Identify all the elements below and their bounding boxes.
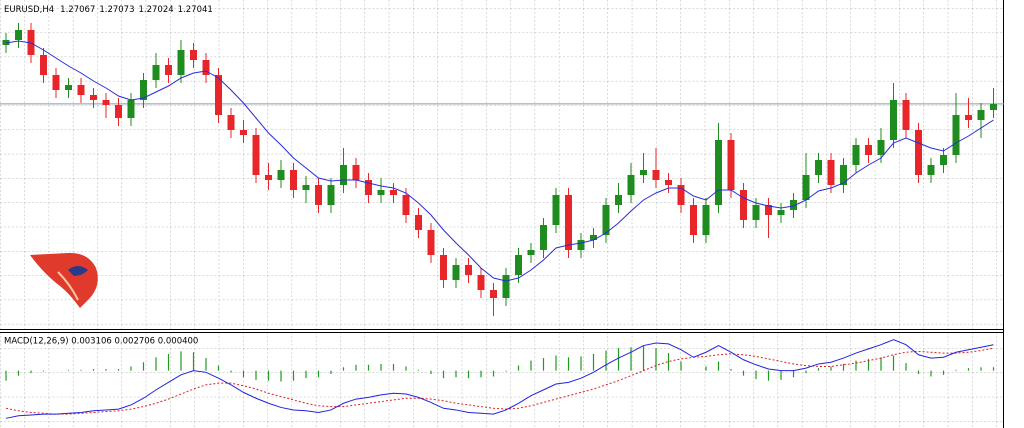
candle-body <box>327 185 335 205</box>
close: 1.27041 <box>178 5 213 15</box>
candle-body <box>65 85 72 90</box>
candle-body <box>927 165 935 175</box>
candle-body <box>740 190 747 220</box>
candle-body <box>140 80 147 100</box>
candle-body <box>215 75 222 115</box>
candle-body <box>40 55 47 75</box>
candle-body <box>677 185 685 205</box>
candle-body <box>152 65 160 80</box>
candle-body <box>765 205 772 215</box>
grid <box>0 0 1004 329</box>
candle-body <box>415 215 422 230</box>
candle-body <box>340 165 347 185</box>
moving-average <box>5 40 994 282</box>
candle-body <box>915 130 922 175</box>
candle-body <box>165 65 172 75</box>
candle-body <box>565 195 572 250</box>
candle-body <box>690 205 697 235</box>
candle-body <box>515 255 522 275</box>
high: 1.27073 <box>99 5 134 15</box>
macd-line <box>5 339 994 419</box>
candle-body <box>802 175 810 200</box>
candle-body <box>102 100 110 105</box>
candle-body <box>452 265 460 280</box>
candle-body <box>352 165 360 180</box>
candle-body <box>627 175 635 195</box>
symbol-header: EURUSD,H4 1.27067 1.27073 1.27024 1.27041 <box>4 5 213 15</box>
symbol: EURUSD,H4 <box>4 5 54 15</box>
candle-body <box>365 180 372 195</box>
candle-body <box>552 195 560 225</box>
candle-body <box>727 140 735 190</box>
candle-body <box>115 105 122 118</box>
candle-body <box>277 170 285 180</box>
candle-body <box>390 190 397 195</box>
candle-body <box>952 115 960 155</box>
candle-body <box>290 170 297 190</box>
candle-body <box>190 50 197 60</box>
candle-body <box>615 195 622 205</box>
candle-body <box>877 140 885 155</box>
candle-body <box>302 185 310 190</box>
candle-body <box>652 170 660 180</box>
candle-body <box>540 225 547 250</box>
logo <box>30 252 98 308</box>
candle-body <box>315 185 322 205</box>
candle-body <box>965 115 972 120</box>
indicator-label: MACD(12,26,9) 0.003106 0.002706 0.000400 <box>4 337 198 347</box>
candle-body <box>427 230 435 255</box>
candle-body <box>777 210 785 215</box>
open: 1.27067 <box>60 5 95 15</box>
candle-body <box>490 290 497 298</box>
candle-body <box>640 170 647 175</box>
candle-body <box>790 200 797 210</box>
candle-body <box>227 115 235 130</box>
grid <box>0 333 1004 428</box>
candle-body <box>577 240 585 250</box>
candle-body <box>890 100 897 140</box>
candle-body <box>940 155 947 165</box>
candle-body <box>852 145 860 165</box>
candle-body <box>177 50 185 75</box>
candle-body <box>77 85 85 95</box>
candle-body <box>990 104 997 110</box>
marks <box>0 23 1004 419</box>
signal-line <box>5 347 994 415</box>
candle-body <box>665 180 672 185</box>
candle-body <box>527 250 535 255</box>
candle-body <box>440 255 447 280</box>
candle-body <box>377 190 385 195</box>
candle-body <box>265 175 272 180</box>
candle-body <box>815 160 822 175</box>
candle-body <box>240 130 247 135</box>
candle-body <box>90 95 97 100</box>
candle-body <box>402 195 410 215</box>
candle-body <box>752 205 760 220</box>
candle-body <box>465 265 472 275</box>
candle-body <box>977 110 985 120</box>
candle-body <box>127 100 135 118</box>
candle-body <box>202 60 210 75</box>
candle-body <box>52 75 60 90</box>
candle-body <box>477 275 485 290</box>
candle-body <box>252 135 260 175</box>
candle-body <box>590 235 597 240</box>
candle-body <box>865 145 872 155</box>
candle-body <box>15 30 22 40</box>
candle-body <box>702 205 710 235</box>
candle-body <box>840 165 847 185</box>
candle-body <box>715 140 722 205</box>
candle-body <box>502 275 510 298</box>
candle-body <box>827 160 835 185</box>
low: 1.27024 <box>138 5 173 15</box>
candle-body <box>902 100 910 130</box>
candle-body <box>602 205 610 235</box>
